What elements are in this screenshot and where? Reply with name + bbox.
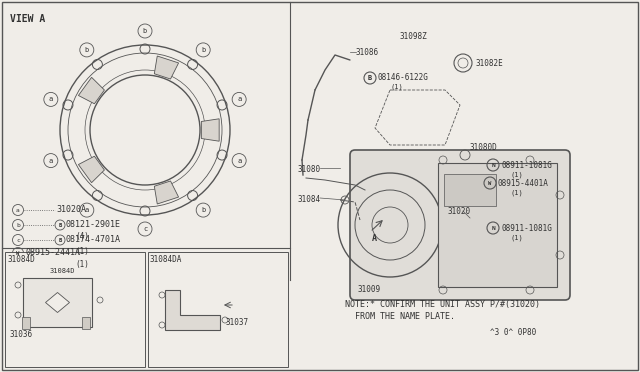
Text: a: a <box>84 207 89 213</box>
Text: (1): (1) <box>510 234 523 241</box>
Text: 31020A: 31020A <box>56 205 86 214</box>
FancyBboxPatch shape <box>5 252 145 367</box>
Text: 31084DA: 31084DA <box>150 255 182 264</box>
Polygon shape <box>79 156 104 183</box>
Text: 31036: 31036 <box>10 330 33 339</box>
Text: a: a <box>16 208 20 212</box>
Text: b: b <box>201 207 205 213</box>
Text: b: b <box>16 222 20 228</box>
Text: 31084D: 31084D <box>8 255 36 264</box>
Text: a: a <box>49 158 53 164</box>
FancyBboxPatch shape <box>22 317 30 329</box>
Text: NOTE:* CONFIRM THE UNIT ASSY P/#(31020): NOTE:* CONFIRM THE UNIT ASSY P/#(31020) <box>345 300 540 309</box>
Text: W: W <box>17 250 20 256</box>
Text: 31009: 31009 <box>357 285 380 294</box>
Text: 31080: 31080 <box>298 165 321 174</box>
Text: 31086: 31086 <box>355 48 378 57</box>
Text: N: N <box>491 225 495 231</box>
Text: 08121-2901E: 08121-2901E <box>66 220 121 229</box>
Text: (1): (1) <box>75 260 89 269</box>
Text: 08911-1081G: 08911-1081G <box>501 224 552 233</box>
Text: (1): (1) <box>510 171 523 177</box>
Text: b: b <box>84 47 89 53</box>
Text: 08915-2441A: 08915-2441A <box>25 248 80 257</box>
Text: B: B <box>368 75 372 81</box>
Text: 08911-1081G: 08911-1081G <box>501 161 552 170</box>
FancyBboxPatch shape <box>350 150 570 300</box>
Text: a: a <box>237 96 241 102</box>
Text: (1): (1) <box>510 189 523 196</box>
Text: a: a <box>237 158 241 164</box>
Text: a: a <box>49 96 53 102</box>
Text: VIEW A: VIEW A <box>10 14 45 24</box>
Text: 31037: 31037 <box>225 318 248 327</box>
Text: c: c <box>143 226 147 232</box>
Text: B: B <box>58 237 61 243</box>
Text: b: b <box>143 28 147 34</box>
Polygon shape <box>79 77 104 104</box>
Text: B: B <box>58 222 61 228</box>
Text: 08174-4701A: 08174-4701A <box>66 235 121 244</box>
FancyBboxPatch shape <box>444 174 496 206</box>
Text: 31020: 31020 <box>447 207 470 216</box>
Polygon shape <box>154 181 179 204</box>
Text: (4): (4) <box>75 232 89 241</box>
Text: A: A <box>372 234 377 243</box>
Text: 08146-6122G: 08146-6122G <box>378 73 429 82</box>
Polygon shape <box>165 290 220 330</box>
Text: 31084D: 31084D <box>50 268 76 274</box>
Text: 31082E: 31082E <box>476 59 504 68</box>
Text: 08915-4401A: 08915-4401A <box>498 179 549 188</box>
FancyBboxPatch shape <box>438 163 557 287</box>
Text: (1): (1) <box>390 83 403 90</box>
Polygon shape <box>154 56 179 79</box>
Text: ^3 0^ 0P80: ^3 0^ 0P80 <box>490 328 536 337</box>
Polygon shape <box>202 119 219 141</box>
Text: FROM THE NAME PLATE.: FROM THE NAME PLATE. <box>355 312 455 321</box>
FancyBboxPatch shape <box>148 252 288 367</box>
Text: 31098Z: 31098Z <box>400 32 428 41</box>
Text: b: b <box>201 47 205 53</box>
Text: c: c <box>16 237 20 243</box>
Text: N: N <box>491 163 495 167</box>
FancyBboxPatch shape <box>23 278 92 327</box>
FancyBboxPatch shape <box>82 317 90 329</box>
Text: 31080D: 31080D <box>470 143 498 152</box>
Text: 31084: 31084 <box>298 195 321 204</box>
Text: (1): (1) <box>75 247 89 256</box>
Polygon shape <box>45 292 70 312</box>
Text: W: W <box>488 180 492 186</box>
